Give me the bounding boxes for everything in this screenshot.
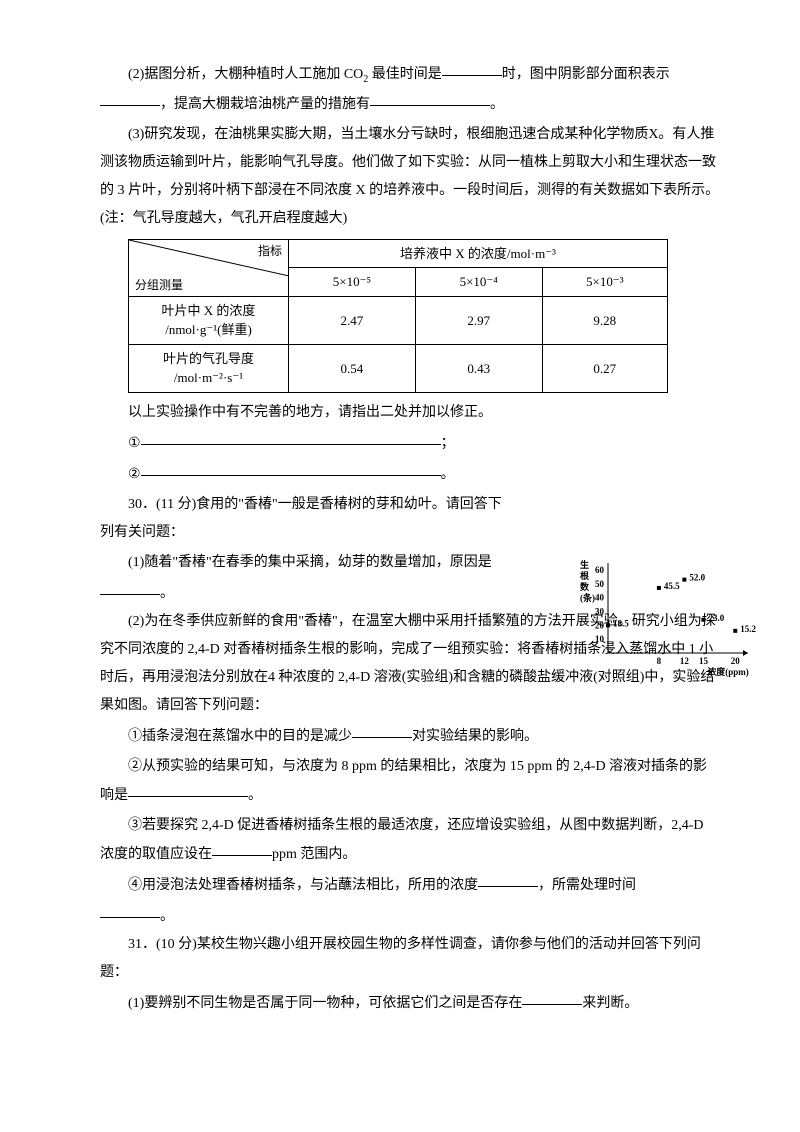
svg-text:52.0: 52.0 (689, 573, 705, 583)
q3-line1: ①； (100, 429, 720, 458)
t: ③若要探究 2,4-D 促进香椿树插条生根的最适浓度，还应增设实验组，从图中数据… (100, 818, 704, 862)
blank[interactable] (212, 838, 272, 856)
t: ，所需处理时间 (538, 878, 636, 893)
cell: 0.54 (289, 344, 416, 392)
q2-text: (2)据图分析，大棚种植时人工施加 CO2 最佳时间是时，图中阴影部分面积表示，… (100, 60, 720, 119)
t: 最佳时间是 (368, 67, 442, 82)
blank[interactable] (370, 88, 490, 106)
t: ①插条浸泡在蒸馏水中的目的是减少 (128, 729, 352, 744)
blank[interactable] (478, 869, 538, 887)
diagonal-header: 指标 分组测量 (129, 239, 289, 296)
t: 。 (160, 586, 174, 601)
svg-text:30: 30 (595, 606, 605, 616)
cell: 0.27 (542, 344, 667, 392)
blank[interactable] (352, 720, 412, 738)
blank[interactable] (100, 900, 160, 918)
q3-after: 以上实验操作中有不完善的地方，请指出二处并加以修正。 (100, 399, 720, 427)
blank[interactable] (522, 987, 582, 1005)
q3-line2: ②。 (100, 460, 720, 489)
row-label: 叶片中 X 的浓度 /nmol·g⁻¹(鲜重) (129, 296, 289, 344)
q30-s3: ③若要探究 2,4-D 促进香椿树插条生根的最适浓度，还应增设实验组，从图中数据… (100, 812, 720, 869)
header-main: 培养液中 X 的浓度/mol·m⁻³ (289, 239, 668, 268)
t: 指标 (258, 242, 282, 260)
blank[interactable] (141, 427, 441, 445)
svg-text:8: 8 (657, 656, 662, 666)
t: ppm 范围内。 (272, 847, 356, 862)
svg-text:40: 40 (595, 593, 605, 603)
t: (1)随着"香椿"在春季的集中采摘，幼芽的数量增加，原因是 (128, 555, 492, 570)
q30-s4: ④用浸泡法处理香椿树插条，与沾蘸法相比，所用的浓度 ，所需处理时间 (100, 871, 720, 900)
t: 。 (441, 467, 455, 482)
blank[interactable] (128, 779, 248, 797)
q30-s1: ①插条浸泡在蒸馏水中的目的是减少 对实验结果的影响。 (100, 722, 720, 751)
svg-text:50: 50 (595, 579, 605, 589)
question-31: 31．(10 分)某校生物兴趣小组开展校园生物的多样性调查，请你参与他们的活动并… (100, 931, 720, 1018)
q30-intro: 30．(11 分)食用的"香椿"一般是香椿树的芽和幼叶。请回答下列有关问题： (100, 491, 720, 547)
t: 来判断。 (582, 996, 638, 1011)
svg-text:浓度(ppm): 浓度(ppm) (707, 666, 720, 677)
blank[interactable] (442, 58, 502, 76)
t: ① (128, 436, 141, 451)
q31-p1: (1)要辨别不同生物是否属于同一物种，可依据它们之间是否存在 来判断。 (100, 989, 720, 1018)
question-30: 30．(11 分)食用的"香椿"一般是香椿树的芽和幼叶。请回答下列有关问题： 1… (100, 491, 720, 931)
scatter-chart: 1020304050608121520生根数(条)浓度(ppm)18.545.5… (570, 548, 720, 678)
t: ② (128, 467, 141, 482)
table-row: 叶片中 X 的浓度 /nmol·g⁻¹(鲜重) 2.47 2.97 9.28 (129, 296, 668, 344)
svg-text:生: 生 (580, 559, 589, 570)
cell: 2.97 (415, 296, 542, 344)
cell: 2.47 (289, 296, 416, 344)
t: (2)据图分析，大棚种植时人工施加 CO (128, 67, 363, 82)
q3-p1: (3)研究发现，在油桃果实膨大期，当土壤水分亏缺时，根细胞迅速合成某种化学物质X… (100, 121, 720, 233)
svg-text:根: 根 (580, 570, 590, 581)
t: ④用浸泡法处理香椿树插条，与沾蘸法相比，所用的浓度 (128, 878, 478, 893)
row-label: 叶片的气孔导度 /mol·m⁻²·s⁻¹ (129, 344, 289, 392)
question-2: (2)据图分析，大棚种植时人工施加 CO2 最佳时间是时，图中阴影部分面积表示，… (100, 60, 720, 119)
blank[interactable] (100, 577, 160, 595)
svg-text:10: 10 (595, 634, 605, 644)
q30-s2: ②从预实验的结果可知，与浓度为 8 ppm 的结果相比，浓度为 15 ppm 的… (100, 753, 720, 810)
t: (1)要辨别不同生物是否属于同一物种，可依据它们之间是否存在 (128, 996, 522, 1011)
blank[interactable] (100, 88, 160, 106)
t: ，提高大棚栽培油桃产量的措施有 (160, 97, 370, 112)
t: 。 (490, 97, 504, 112)
svg-text:数: 数 (580, 581, 590, 592)
t: ； (441, 436, 455, 451)
t: 分组测量 (135, 276, 183, 294)
table-row: 指标 分组测量 培养液中 X 的浓度/mol·m⁻³ (129, 239, 668, 268)
col-header: 5×10⁻³ (542, 268, 667, 297)
svg-text:23.0: 23.0 (708, 613, 720, 623)
svg-text:15: 15 (699, 656, 709, 666)
col-header: 5×10⁻⁵ (289, 268, 416, 297)
svg-text:20: 20 (595, 620, 605, 630)
svg-text:45.5: 45.5 (664, 581, 680, 591)
t: 对实验结果的影响。 (412, 729, 538, 744)
col-header: 5×10⁻⁴ (415, 268, 542, 297)
t: 。 (160, 909, 174, 924)
blank[interactable] (141, 458, 441, 476)
q30-s4c: 。 (100, 902, 720, 931)
svg-text:60: 60 (595, 565, 605, 575)
t: 时，图中阴影部分面积表示 (502, 67, 670, 82)
svg-text:12: 12 (680, 656, 690, 666)
t: 。 (248, 788, 262, 803)
q31-intro: 31．(10 分)某校生物兴趣小组开展校园生物的多样性调查，请你参与他们的活动并… (100, 931, 720, 987)
svg-text:(条): (条) (580, 592, 595, 603)
cell: 0.43 (415, 344, 542, 392)
cell: 9.28 (542, 296, 667, 344)
question-3: (3)研究发现，在油桃果实膨大期，当土壤水分亏缺时，根细胞迅速合成某种化学物质X… (100, 121, 720, 489)
data-table: 指标 分组测量 培养液中 X 的浓度/mol·m⁻³ 5×10⁻⁵ 5×10⁻⁴… (128, 239, 668, 393)
svg-text:18.5: 18.5 (613, 618, 629, 628)
table-row: 叶片的气孔导度 /mol·m⁻²·s⁻¹ 0.54 0.43 0.27 (129, 344, 668, 392)
